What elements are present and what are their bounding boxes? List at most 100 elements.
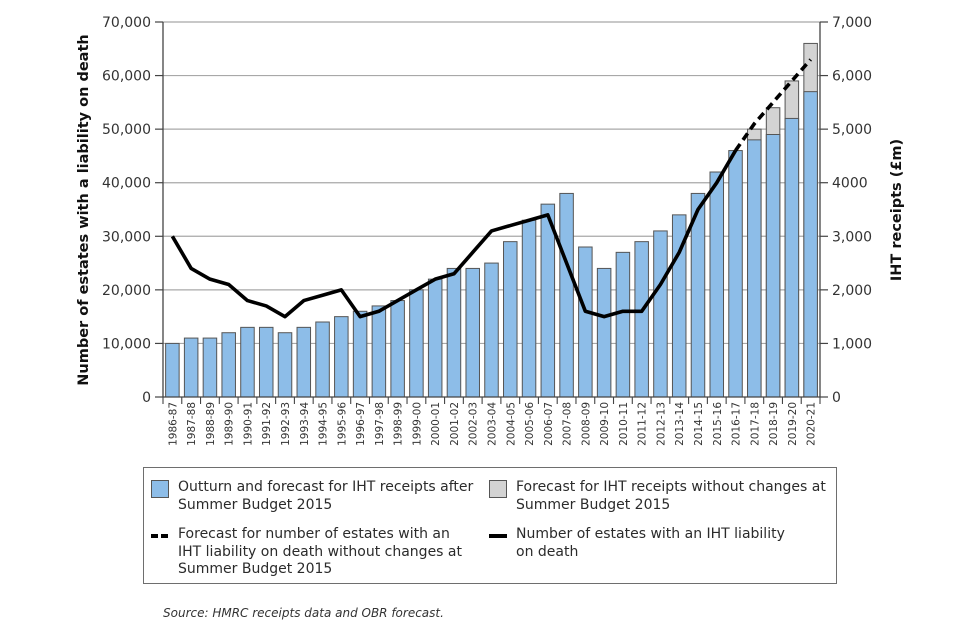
x-tick-label: 1997-98 bbox=[374, 402, 386, 446]
x-tick-label: 2004-05 bbox=[505, 402, 517, 446]
legend-item-receipts-after: Outturn and forecast for IHT receipts af… bbox=[151, 479, 473, 514]
x-tick-label: 1986-87 bbox=[167, 402, 179, 446]
bar-receipts bbox=[165, 342, 180, 398]
bar-receipts bbox=[596, 267, 612, 398]
legend-dashed-line-icon bbox=[151, 534, 169, 538]
legend-item-estates: Number of estates with an IHT liability … bbox=[489, 526, 785, 561]
legend-swatch-grey bbox=[489, 480, 507, 498]
legend-label: IHT liability on death without changes a… bbox=[178, 543, 462, 560]
bar-receipts bbox=[709, 171, 725, 398]
x-tick-label: 2013-14 bbox=[674, 402, 686, 446]
left-tick-label: 30,000 bbox=[102, 229, 151, 245]
bar-receipts bbox=[484, 262, 499, 398]
legend-label: Summer Budget 2015 bbox=[516, 496, 671, 513]
bar-receipts bbox=[277, 332, 293, 398]
x-tick-label: 2001-02 bbox=[449, 402, 461, 446]
x-tick-label: 2005-06 bbox=[524, 402, 536, 446]
bars bbox=[165, 42, 818, 398]
bar-receipts bbox=[427, 278, 443, 398]
right-tick-label: 0 bbox=[832, 390, 841, 406]
gridlines bbox=[163, 21, 820, 345]
bar-receipts bbox=[258, 326, 274, 398]
bar-receipts bbox=[202, 337, 218, 398]
legend-label: on death bbox=[516, 543, 579, 560]
x-tick-label: 2008-09 bbox=[580, 402, 592, 446]
right-tick-label: 6,000 bbox=[832, 69, 872, 85]
left-tick-label: 40,000 bbox=[102, 176, 151, 192]
source-note: Source: HMRC receipts data and OBR forec… bbox=[163, 606, 444, 620]
legend-label: Outturn and forecast for IHT receipts af… bbox=[178, 479, 474, 495]
x-tick-label: 2012-13 bbox=[655, 402, 667, 446]
bar-receipts bbox=[409, 289, 424, 398]
bar-receipts bbox=[371, 305, 387, 398]
x-tick-label: 2016-17 bbox=[731, 402, 743, 446]
left-tick-label: 50,000 bbox=[102, 122, 151, 138]
legend-swatch-blue bbox=[151, 480, 169, 498]
legend-label: Summer Budget 2015 bbox=[178, 561, 333, 577]
x-tick-label: 1987-88 bbox=[186, 402, 198, 446]
bar-receipts bbox=[578, 246, 593, 398]
x-tick-label: 1999-00 bbox=[411, 402, 423, 446]
x-tick-label: 2019-20 bbox=[787, 402, 799, 446]
x-tick-label: 2020-21 bbox=[806, 402, 818, 446]
bar-receipts bbox=[390, 300, 405, 398]
bar-receipts bbox=[446, 267, 462, 398]
x-tick-label: 1998-99 bbox=[393, 402, 405, 446]
left-axis-title: Number of estates with a liability on de… bbox=[76, 34, 92, 385]
right-axis-ticks: 0 1,000 2,000 3,000 4000 5,000 6,000 7,000 bbox=[820, 15, 872, 406]
bar-receipts bbox=[334, 316, 349, 398]
x-tick-label: 2018-19 bbox=[768, 402, 780, 446]
legend: Outturn and forecast for IHT receipts af… bbox=[143, 467, 837, 584]
bar-receipts bbox=[784, 117, 800, 398]
bar-receipts bbox=[296, 326, 312, 398]
bar-receipts bbox=[503, 241, 518, 398]
bar-receipts bbox=[240, 326, 255, 398]
x-tick-label: 2000-01 bbox=[430, 402, 442, 446]
x-tick-label: 1994-95 bbox=[318, 402, 330, 446]
bar-receipts bbox=[803, 91, 818, 398]
left-tick-label: 70,000 bbox=[102, 15, 151, 31]
x-tick-label: 2017-18 bbox=[749, 402, 761, 446]
right-tick-label: 2,000 bbox=[832, 283, 872, 299]
x-tick-label: 2007-08 bbox=[562, 402, 574, 446]
left-tick-label: 60,000 bbox=[102, 69, 151, 85]
x-tick-label: 1996-97 bbox=[355, 402, 367, 446]
x-axis-ticks: 1986-87 1987-88 1988-89 1989-90 1990-91 1991-… bbox=[162, 397, 821, 446]
bar-receipts bbox=[653, 230, 668, 398]
legend-label: Number of estates with an IHT liability bbox=[516, 526, 785, 542]
left-tick-label: 20,000 bbox=[102, 283, 151, 299]
line-estates bbox=[170, 149, 738, 319]
bar-receipts bbox=[315, 321, 330, 398]
x-tick-label: 2009-10 bbox=[599, 402, 611, 446]
legend-item-estates-forecast: Forecast for number of estates with an I… bbox=[151, 526, 462, 579]
x-tick-label: 2014-15 bbox=[693, 402, 705, 446]
x-tick-label: 1989-90 bbox=[224, 402, 236, 446]
left-tick-label: 0 bbox=[142, 390, 151, 406]
right-axis-title: IHT receipts (£m) bbox=[889, 139, 905, 281]
bar-receipts bbox=[615, 251, 631, 398]
bar-receipts bbox=[465, 267, 480, 398]
bar-receipts bbox=[221, 332, 236, 398]
x-tick-label: 1988-89 bbox=[205, 402, 217, 446]
legend-label: Forecast for number of estates with an bbox=[178, 526, 450, 542]
right-tick-label: 4000 bbox=[832, 176, 868, 192]
bar-receipts bbox=[352, 310, 368, 398]
x-tick-label: 2015-16 bbox=[712, 402, 724, 446]
bar-receipts bbox=[540, 203, 556, 398]
right-tick-label: 5,000 bbox=[832, 122, 872, 138]
legend-item-receipts-without: Forecast for IHT receipts without change… bbox=[489, 479, 826, 514]
chart: 0 10,000 20,000 30,000 40,000 50,000 60,000 70,… bbox=[76, 15, 905, 446]
axes bbox=[162, 22, 821, 398]
x-tick-label: 2011-12 bbox=[637, 402, 649, 446]
bar-receipts bbox=[521, 219, 537, 398]
bar-receipts bbox=[747, 139, 762, 398]
bar-receipts bbox=[634, 241, 649, 398]
x-tick-label: 1992-93 bbox=[280, 402, 292, 446]
x-tick-label: 1995-96 bbox=[336, 402, 348, 446]
left-axis-ticks: 0 10,000 20,000 30,000 40,000 50,000 60,000 70,… bbox=[102, 15, 163, 406]
right-tick-label: 3,000 bbox=[832, 229, 872, 245]
x-tick-label: 2010-11 bbox=[618, 402, 630, 446]
left-tick-label: 10,000 bbox=[102, 336, 151, 352]
bar-receipts bbox=[728, 150, 743, 398]
x-tick-label: 1993-94 bbox=[299, 402, 311, 446]
